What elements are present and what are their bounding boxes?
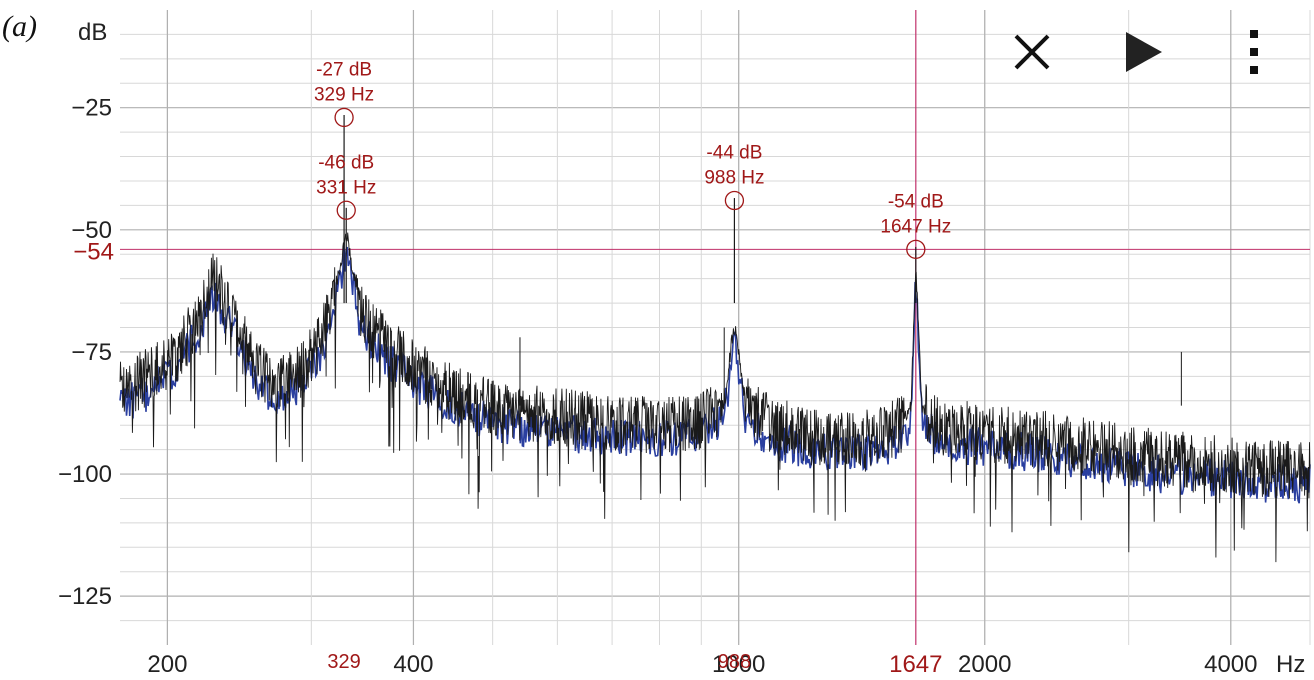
peak-marker-hz-label: 329 Hz bbox=[314, 84, 374, 105]
panel-label: (a) bbox=[2, 10, 37, 43]
trace-secondary bbox=[119, 242, 1311, 504]
y-tick-label: −25 bbox=[71, 95, 112, 122]
cursor-freq-label: 1647 bbox=[889, 651, 942, 678]
peak-marker-hz-label: 1647 Hz bbox=[880, 216, 951, 237]
trace-primary bbox=[119, 232, 1311, 563]
grid bbox=[120, 10, 1311, 645]
x-peak-label: 988 bbox=[718, 651, 751, 673]
y-tick-label: −125 bbox=[58, 583, 112, 610]
peak-marker-db-label: -54 dB bbox=[888, 191, 944, 212]
peak-marker-circle bbox=[336, 200, 356, 220]
peak-marker-db-label: -27 dB bbox=[316, 59, 372, 80]
close-icon bbox=[1014, 34, 1050, 70]
spectrum-trace bbox=[119, 115, 1311, 563]
x-tick-label: 200 bbox=[147, 651, 187, 678]
cursor-db-label: −54 bbox=[73, 238, 114, 265]
y-tick-label: −50 bbox=[71, 217, 112, 244]
x-tick-label: 4000 bbox=[1204, 651, 1257, 678]
peak-marker-hz-label: 988 Hz bbox=[704, 168, 764, 189]
y-axis: −25 −50 −75 −100 −125 bbox=[58, 95, 112, 610]
peak-marker-circle bbox=[724, 190, 745, 211]
x-peak-label: 329 bbox=[327, 651, 360, 673]
play-icon bbox=[1126, 32, 1162, 72]
peak-marker-circle bbox=[334, 107, 354, 128]
cursor: −54 1647 bbox=[73, 10, 1310, 678]
x-tick-label: 1000 bbox=[712, 651, 765, 678]
more-vertical-icon bbox=[1250, 30, 1258, 74]
peak-marker-hz-label: 331 Hz bbox=[316, 177, 376, 198]
y-tick-label: −75 bbox=[71, 339, 112, 366]
peak-marker-circle bbox=[906, 239, 926, 259]
x-axis-unit: Hz bbox=[1276, 651, 1305, 678]
peak-marker-db-label: -46 dB bbox=[318, 152, 374, 173]
close-button[interactable] bbox=[1004, 26, 1060, 78]
y-tick-label: −100 bbox=[58, 461, 112, 488]
peak-markers: -27 dB 329 Hz -46 dB 331 Hz -44 dB 988 Hz -54 … bbox=[314, 59, 951, 259]
x-tick-label: 400 bbox=[393, 651, 433, 678]
menu-button[interactable] bbox=[1232, 26, 1276, 78]
y-axis-unit: dB bbox=[78, 19, 107, 46]
x-axis: 200 400 1000 2000 4000 329 988 bbox=[147, 651, 1257, 678]
play-button[interactable] bbox=[1114, 26, 1170, 78]
peak-marker-db-label: -44 dB bbox=[706, 143, 762, 164]
x-tick-label: 2000 bbox=[958, 651, 1011, 678]
